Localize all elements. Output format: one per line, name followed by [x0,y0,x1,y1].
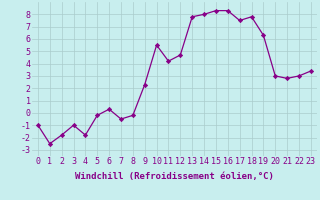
X-axis label: Windchill (Refroidissement éolien,°C): Windchill (Refroidissement éolien,°C) [75,172,274,181]
